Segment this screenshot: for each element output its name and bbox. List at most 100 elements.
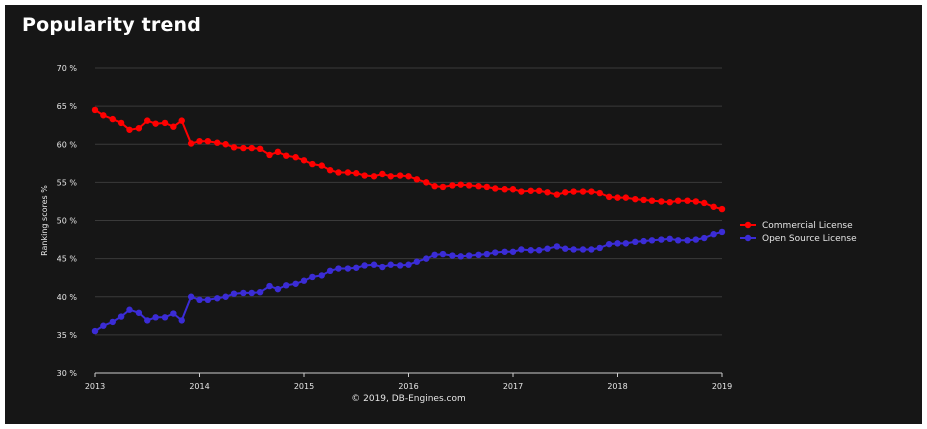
data-point [292,154,299,161]
data-point [692,236,700,243]
data-point [204,138,212,145]
legend-item[interactable]: Open Source License [740,234,857,244]
data-point [605,240,613,248]
data-point [614,240,621,247]
data-point [283,282,290,289]
y-tick-label: 70 % [57,64,78,73]
data-point [648,197,656,204]
data-point [596,189,603,197]
data-point [718,228,726,236]
legend: Commercial License Open Source License [740,221,857,244]
chart-panel [5,5,922,424]
y-tick-label: 40 % [57,293,78,302]
y-tick-label: 60 % [57,140,78,149]
data-point [117,313,125,320]
data-point [553,191,561,198]
data-point [318,272,325,279]
data-point [170,123,177,130]
data-point [579,246,587,253]
data-point [535,247,543,254]
series-line [94,109,723,211]
data-point [396,172,404,179]
data-point [439,183,447,191]
data-point [701,234,708,242]
data-point [187,293,195,300]
data-point [283,152,290,159]
data-point [335,265,342,272]
series-2 [91,228,726,335]
data-point [449,252,456,259]
data-point [475,182,482,190]
data-point [152,314,159,321]
data-point [170,310,177,317]
data-point [527,247,534,254]
data-point [465,182,473,189]
data-point [405,261,412,268]
data-point [492,249,499,256]
data-point [248,289,255,297]
data-point [387,261,394,268]
data-point [256,145,264,153]
y-tick-label: 50 % [57,217,78,226]
data-point [178,317,185,324]
data-point [562,245,569,252]
legend-swatch-dot [744,234,752,242]
data-point [570,246,577,253]
data-point [204,296,212,303]
legend-item[interactable]: Commercial License [740,221,853,231]
x-tick-label: 2014 [189,382,209,391]
data-point [492,185,499,192]
data-point [413,176,421,183]
data-point [353,264,360,271]
data-point [274,148,282,156]
data-point [335,169,342,176]
data-point [588,246,595,253]
data-point [674,237,682,244]
data-point [457,253,464,260]
legend-swatch-dot [744,221,752,229]
data-point [326,166,334,174]
data-point [370,261,378,268]
data-point [344,169,352,176]
data-point [240,289,247,297]
data-point [475,251,482,259]
chart-title: Popularity trend [22,14,202,36]
data-point [509,248,517,255]
data-point [405,173,412,180]
data-point [91,106,99,114]
data-point [553,243,561,250]
data-point [100,322,107,329]
series-group [91,106,726,335]
data-point [266,282,273,290]
x-tick-label: 2015 [294,382,314,391]
data-point [152,120,159,127]
x-tick-label: 2013 [85,382,105,391]
data-point [100,112,107,119]
data-point [117,119,125,127]
data-point [501,186,508,193]
x-tick-label: 2019 [712,382,732,391]
series-1 [91,106,726,213]
data-point [684,197,691,204]
data-point [344,265,352,272]
y-axis-label: Ranking scores % [40,185,49,256]
data-point [509,186,517,193]
data-point [622,240,630,247]
data-point [640,237,647,245]
y-tick-label: 45 % [57,255,78,264]
data-point [178,117,185,124]
data-point [135,309,143,316]
data-point [187,140,195,147]
data-point [431,251,438,259]
series-line [94,230,723,332]
data-point [144,317,151,324]
data-point [292,280,299,287]
data-point [309,160,316,168]
data-point [353,170,360,177]
y-tick-label: 65 % [57,102,78,111]
x-tick-label: 2017 [503,382,523,391]
data-point [230,290,238,297]
data-point [518,188,525,195]
data-point [648,237,656,244]
